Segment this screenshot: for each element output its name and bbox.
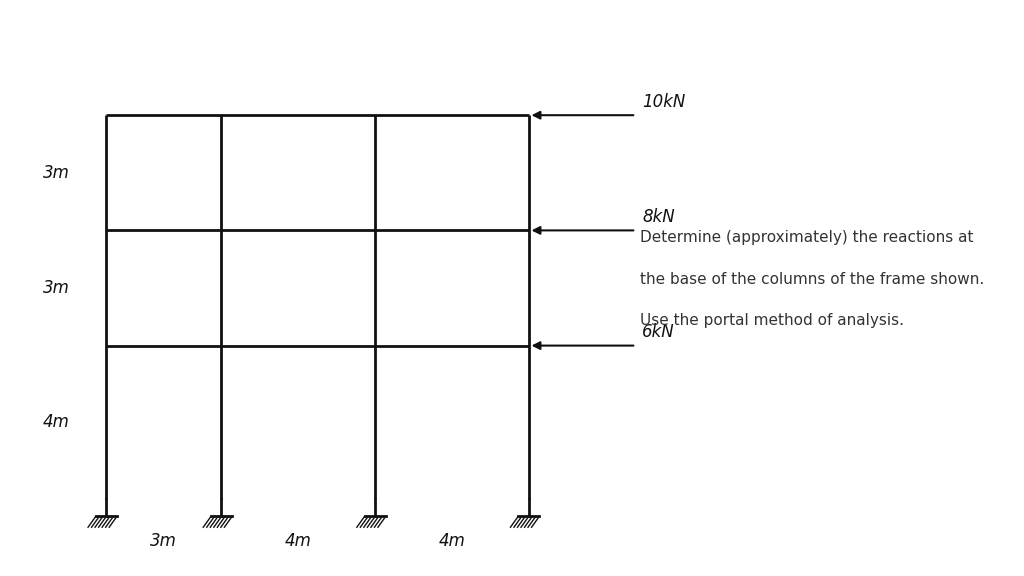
Text: 6kN: 6kN bbox=[642, 323, 675, 341]
Text: 3m: 3m bbox=[151, 532, 177, 551]
Text: 3m: 3m bbox=[43, 279, 70, 297]
Text: 10kN: 10kN bbox=[642, 93, 685, 111]
Text: the base of the columns of the frame shown.: the base of the columns of the frame sho… bbox=[640, 272, 984, 287]
Text: 4m: 4m bbox=[438, 532, 465, 551]
Text: 3m: 3m bbox=[43, 164, 70, 182]
Text: 8kN: 8kN bbox=[642, 208, 675, 226]
Text: Determine (approximately) the reactions at: Determine (approximately) the reactions … bbox=[640, 230, 974, 245]
Text: 4m: 4m bbox=[285, 532, 311, 551]
Text: Use the portal method of analysis.: Use the portal method of analysis. bbox=[640, 313, 904, 328]
Text: 4m: 4m bbox=[43, 414, 70, 431]
